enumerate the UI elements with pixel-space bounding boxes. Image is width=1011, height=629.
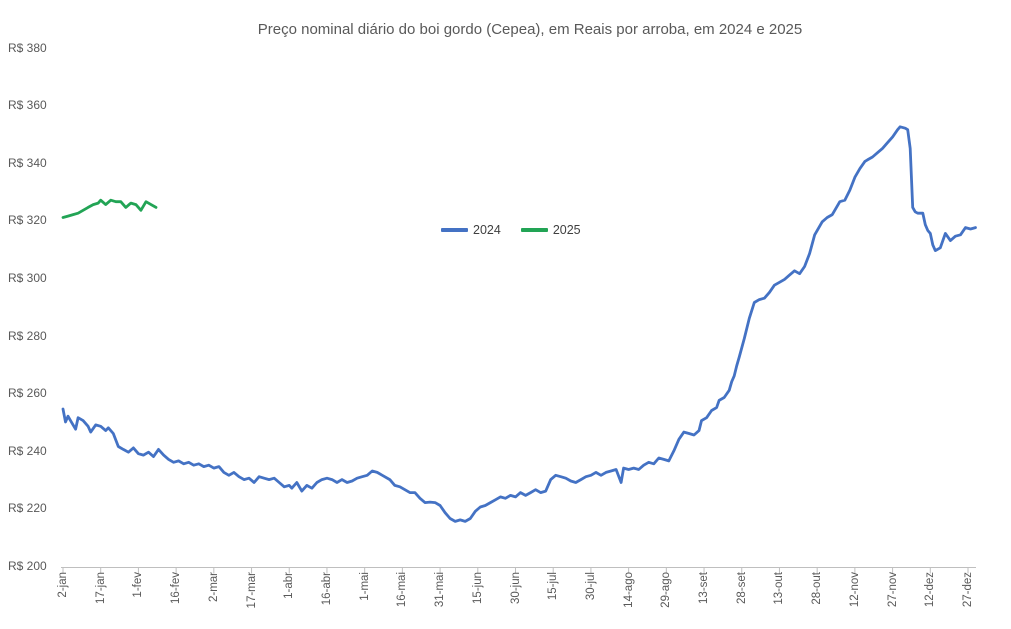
chart-title: Preço nominal diário do boi gordo (Cepea… bbox=[257, 21, 803, 38]
legend-line-swatch-2024 bbox=[441, 228, 468, 232]
series-line-2025 bbox=[61, 198, 158, 219]
x-tick-label: 1-abr bbox=[283, 572, 296, 599]
x-tick-label: 1-mai bbox=[358, 572, 371, 601]
legend-label-2025: 2025 bbox=[552, 223, 581, 237]
y-tick-label: R$ 340 bbox=[8, 155, 47, 170]
x-tick-label: 13-out bbox=[773, 572, 786, 605]
legend-entry-2025: 2025 bbox=[520, 223, 581, 237]
x-tick-label: 12-nov bbox=[848, 572, 861, 608]
legend-line-swatch-2025 bbox=[520, 228, 548, 232]
x-tick-label: 13-set bbox=[698, 572, 711, 604]
x-tick-label: 27-dez bbox=[962, 572, 974, 608]
x-tick-label: 28-set bbox=[735, 572, 748, 604]
x-tick-label: 1-fev bbox=[132, 572, 145, 598]
legend-entry-2024: 2024 bbox=[441, 223, 501, 237]
y-tick-label: R$ 300 bbox=[8, 271, 47, 285]
y-tick-label: R$ 360 bbox=[8, 98, 47, 113]
x-tick-label: 2-jan bbox=[57, 572, 69, 598]
y-tick-label: R$ 240 bbox=[8, 443, 47, 458]
y-tick-label: R$ 220 bbox=[8, 501, 47, 516]
y-tick-label: R$ 200 bbox=[8, 559, 47, 573]
x-tick-label: 16-abr bbox=[320, 572, 333, 606]
x-tick-label: 2-mar bbox=[207, 572, 220, 603]
y-tick-label: R$ 380 bbox=[8, 40, 47, 55]
x-tick-label: 30-jun bbox=[509, 572, 522, 604]
legend: 2024 2025 bbox=[441, 223, 581, 237]
x-tick-label: 27-nov bbox=[886, 572, 899, 608]
x-tick-label: 17-jan bbox=[94, 572, 107, 604]
x-tick-label: 31-mai bbox=[434, 572, 447, 608]
y-tick-label: R$ 260 bbox=[8, 386, 47, 401]
x-tick-label: 30-jul bbox=[584, 572, 597, 601]
x-tick-label: 16-fev bbox=[170, 572, 183, 604]
x-tick-label: 29-ago bbox=[660, 572, 673, 608]
series-line-2024 bbox=[61, 125, 977, 523]
y-tick-label: R$ 320 bbox=[8, 213, 47, 228]
x-tick-label: 14-ago bbox=[622, 572, 635, 608]
y-tick-label: R$ 280 bbox=[8, 328, 47, 343]
x-tick-label: 15-jun bbox=[471, 572, 484, 604]
x-tick-label: 17-mar bbox=[245, 572, 258, 609]
x-tick-label: 15-jul bbox=[547, 572, 560, 601]
x-tick-label: 28-out bbox=[811, 572, 824, 605]
legend-label-2024: 2024 bbox=[473, 223, 501, 237]
x-tick-label: 16-mai bbox=[396, 572, 409, 608]
x-tick-label: 12-dez bbox=[924, 572, 937, 608]
